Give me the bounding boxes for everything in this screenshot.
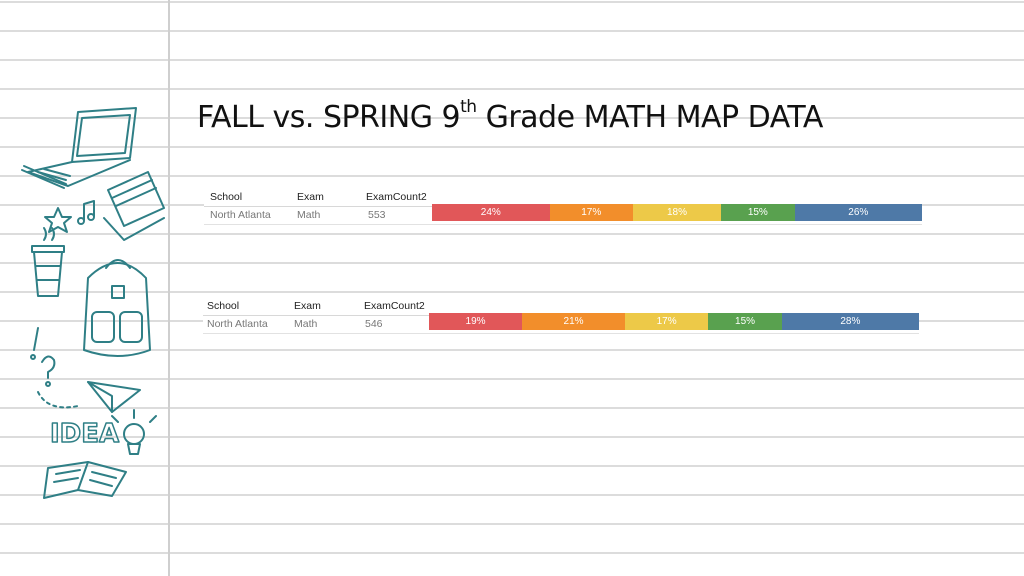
title-superscript: th [460,97,477,117]
slide-title: FALL vs. SPRING 9th Grade MATH MAP DATA [197,97,824,135]
paper-plane-icon [37,381,141,413]
table-baseline [204,224,922,225]
bar-segment-label: 24% [480,207,501,218]
backpack-icon [83,259,151,357]
exam-cell: Math [297,209,321,221]
open-book-icon [43,461,127,499]
title-main: FALL vs. SPRING 9 [197,100,461,135]
school-doodles: IDEA [21,107,165,499]
coffee-cup-icon [31,227,65,297]
stacked-bar: 19% 21% 17% 15% 28% [429,313,919,330]
exam-cell: Math [294,318,318,330]
column-header-examcount: ExamCount2 [364,300,425,312]
music-note-icon [77,200,95,225]
light-bulb-icon [111,409,157,455]
header-row: School Exam ExamCount2 [204,189,432,205]
bar-segment-label: 28% [840,316,861,327]
bar-segment-label: 18% [666,207,687,218]
bar-segment-band-5: 26% [794,204,922,221]
exclamation-icon [30,327,39,360]
bar-segment-band-2: 21% [522,313,625,330]
column-header-exam: Exam [297,191,324,203]
spring-chart: School Exam ExamCount2 North Atlanta Mat… [203,298,919,336]
school-cell: North Atlanta [207,318,268,330]
books-icon [103,171,165,241]
bar-segment-label: 21% [563,316,584,327]
column-header-school: School [210,191,243,203]
bar-segment-band-5: 28% [781,313,919,330]
bar-segment-band-1: 19% [429,313,523,330]
bar-segment-label: 15% [747,207,768,218]
svg-text:IDEA: IDEA [50,419,119,449]
bar-segment-label: 19% [465,316,486,327]
bar-segment-band-2: 17% [549,204,633,221]
stacked-bar: 24% 17% 18% 15% 26% [432,204,922,221]
pen-icon [21,165,67,189]
margin-line [168,0,170,576]
bar-segment-band-1: 24% [432,204,550,221]
table-row: North Atlanta Math 553 [204,206,432,223]
title-rest: Grade MATH MAP DATA [476,100,824,135]
column-header-exam: Exam [294,300,321,312]
question-mark-icon [41,355,56,387]
school-cell: North Atlanta [210,209,271,221]
bar-segment-band-4: 15% [708,313,782,330]
examcount-cell: 553 [368,209,386,221]
bar-segment-label: 26% [848,207,869,218]
bar-segment-band-3: 17% [624,313,709,330]
bar-segment-band-4: 15% [721,204,795,221]
star-icon [44,207,72,233]
table-row: North Atlanta Math 546 [203,315,429,332]
bar-segment-label: 15% [735,316,756,327]
column-header-school: School [207,300,240,312]
fall-chart: School Exam ExamCount2 North Atlanta Mat… [204,189,922,227]
header-row: School Exam ExamCount2 [203,298,429,314]
examcount-cell: 546 [365,318,383,330]
idea-doodle-text: IDEA [49,418,120,450]
table-baseline [203,333,919,334]
column-header-examcount: ExamCount2 [366,191,427,203]
bar-segment-band-3: 18% [632,204,722,221]
bar-segment-label: 17% [581,207,602,218]
bar-segment-label: 17% [656,316,677,327]
